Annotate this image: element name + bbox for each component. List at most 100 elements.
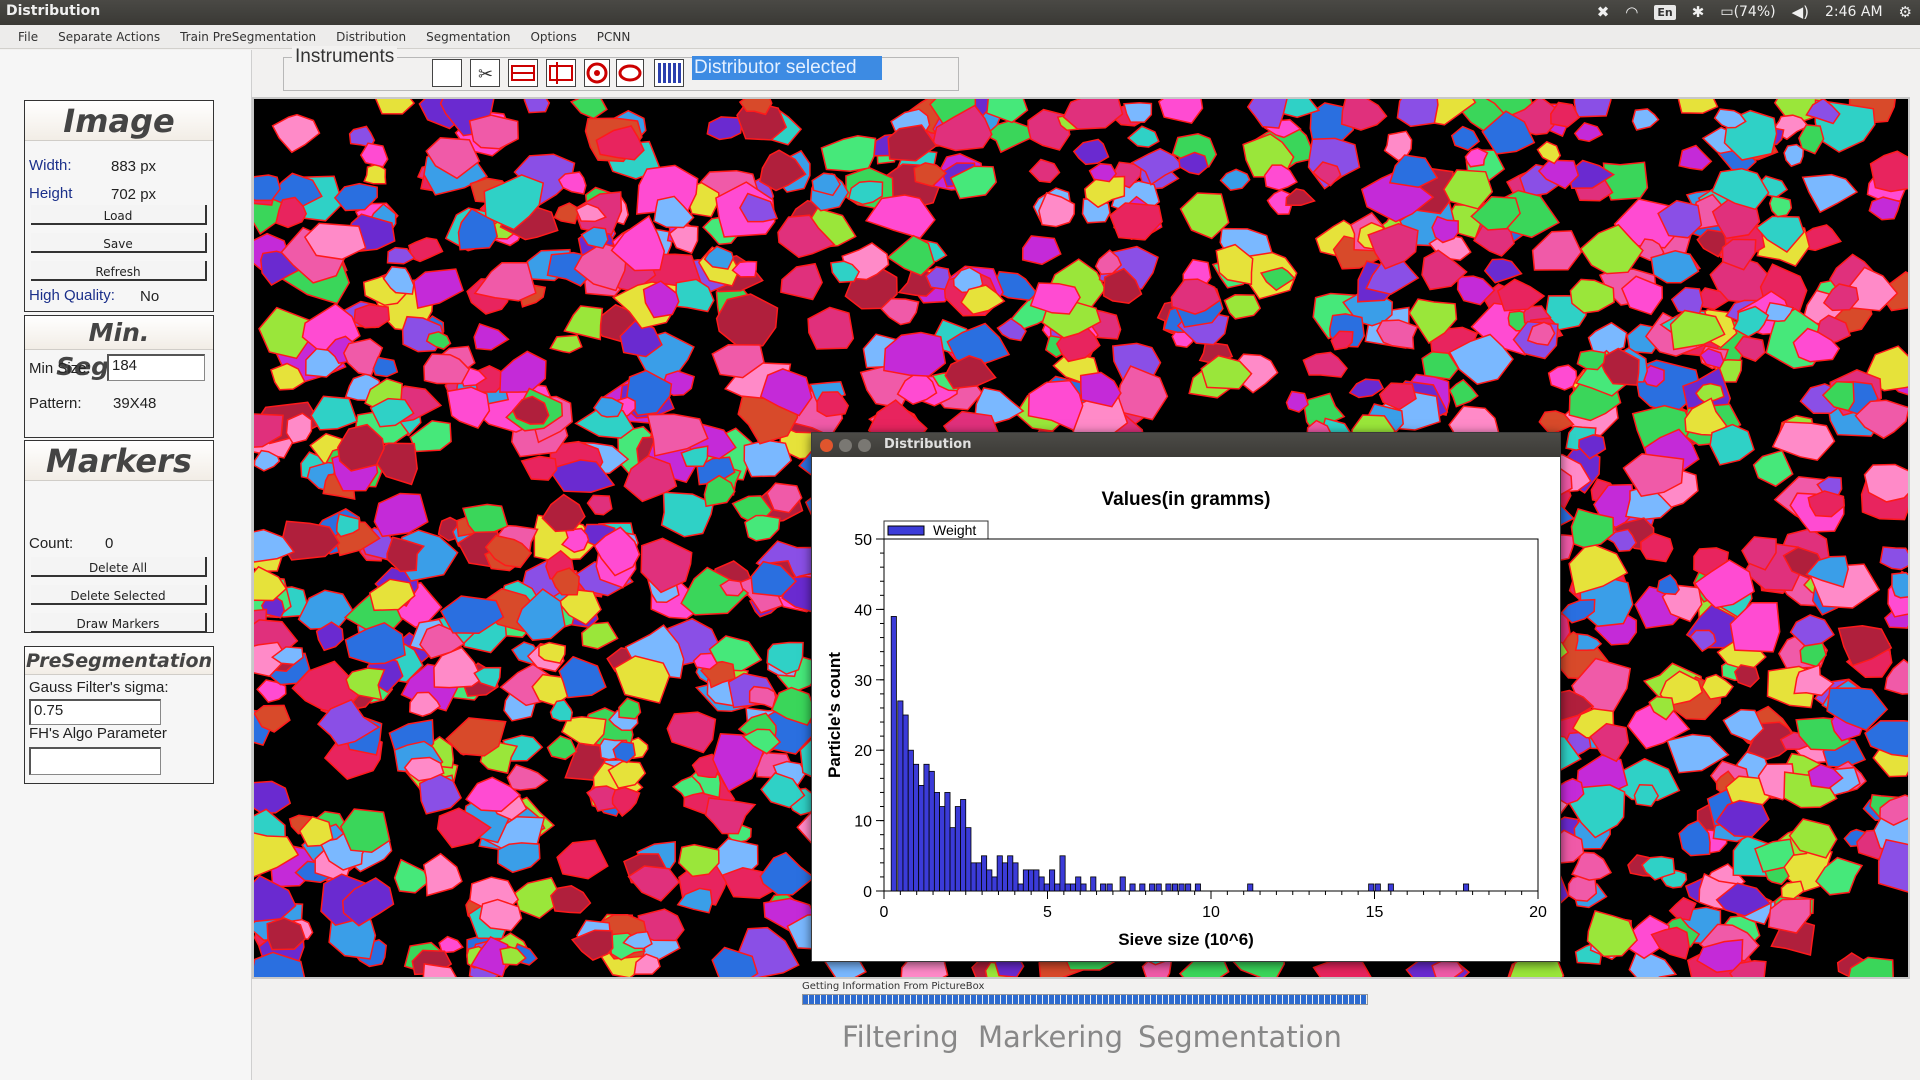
particle-segment [671, 775, 705, 799]
menu-file[interactable]: File [18, 29, 39, 44]
count-value: 0 [105, 535, 114, 552]
particle-segment [1531, 230, 1583, 271]
distributor-tool-icon[interactable] [654, 59, 684, 87]
sigma-input[interactable]: 0.75 [29, 699, 161, 725]
target-tool-icon[interactable] [584, 59, 610, 87]
fh-input[interactable] [29, 747, 161, 775]
particle-segment [1456, 275, 1496, 306]
particle-segment [478, 898, 523, 932]
clock[interactable]: 2:46 AM [1825, 4, 1883, 20]
menu-options[interactable]: Options [530, 29, 577, 44]
particle-segment [1884, 658, 1908, 695]
particle-segment [575, 202, 608, 223]
particle-segment [516, 588, 566, 641]
particle-segment [280, 520, 341, 561]
tab-filtering[interactable]: Filtering [842, 1020, 959, 1054]
bar [991, 876, 998, 892]
minimize-icon[interactable] [839, 439, 852, 452]
particle-segment [633, 953, 661, 975]
bar [1149, 883, 1156, 892]
volume-icon[interactable]: ◀) [1791, 3, 1809, 21]
particle-segment [1123, 102, 1153, 123]
particle-segment [1421, 249, 1468, 291]
bar [960, 799, 967, 892]
menu-segmentation[interactable]: Segmentation [426, 29, 511, 44]
particle-segment [553, 202, 579, 225]
width-label: Width: [29, 157, 72, 174]
particle-segment [1330, 330, 1354, 351]
particle-segment [1763, 301, 1795, 323]
load-button[interactable]: Load [31, 205, 207, 225]
menu-distribution[interactable]: Distribution [336, 29, 407, 44]
particle-segment [1837, 625, 1893, 667]
particle-segment [1579, 223, 1644, 275]
delete-all-button[interactable]: Delete All [31, 557, 207, 577]
measure-tool-icon[interactable] [546, 59, 576, 87]
menu-separate-actions[interactable]: Separate Actions [58, 29, 161, 44]
instruments-group [283, 57, 959, 91]
bluetooth-icon[interactable]: ✱ [1691, 3, 1705, 21]
maximize-icon[interactable] [858, 439, 871, 452]
particle-segment [1547, 364, 1578, 391]
particle-segment [777, 214, 836, 259]
particle-segment [439, 595, 505, 634]
bar [1129, 883, 1136, 892]
ruler-tool-icon[interactable] [508, 59, 538, 87]
particle-segment [1788, 818, 1838, 859]
rectangle-tool-icon[interactable] [432, 59, 462, 87]
particle-segment [1805, 99, 1841, 125]
particle-segment [520, 455, 558, 481]
particle-segment [1868, 196, 1902, 221]
battery-indicator[interactable]: ▭(74%) [1720, 4, 1775, 20]
particle-segment [473, 262, 537, 302]
draw-markers-button[interactable]: Draw Markers [31, 613, 207, 633]
keyboard-language-indicator[interactable]: En [1654, 4, 1676, 20]
close-icon[interactable] [820, 439, 833, 452]
gear-icon[interactable]: ⚙ [1898, 3, 1912, 21]
particle-segment [1650, 926, 1690, 960]
particle-segment [423, 353, 471, 385]
particle-segment [254, 413, 284, 448]
dialog-titlebar[interactable]: Distribution [812, 433, 1560, 457]
particle-segment [254, 174, 282, 202]
particle-segment [446, 386, 491, 430]
dropbox-icon[interactable]: ✖ [1596, 3, 1610, 21]
menu-pcnn[interactable]: PCNN [596, 29, 631, 44]
image-viewport[interactable] [252, 97, 1910, 979]
menu-train-presegmentation[interactable]: Train PreSegmentation [180, 29, 317, 44]
save-button[interactable]: Save [31, 233, 207, 253]
particle-segment [811, 172, 841, 197]
particle-segment [1767, 898, 1812, 934]
min-size-input[interactable]: 184 [107, 354, 205, 381]
particle-segment [551, 567, 580, 596]
high-quality-label: High Quality: [29, 287, 115, 304]
markers-group: Markers Count: 0 Delete All Delete Selec… [24, 440, 214, 633]
particle-segment [422, 852, 463, 897]
particle-segment [738, 99, 773, 116]
tab-segmentation[interactable]: Segmentation [1138, 1020, 1342, 1054]
particle-segment [1754, 838, 1795, 873]
bar [907, 749, 914, 892]
particle-segment [418, 773, 463, 815]
particle-segment [422, 963, 457, 977]
particle-segment [1348, 378, 1385, 399]
high-quality-value[interactable]: No [140, 288, 160, 305]
particle-segment [642, 280, 680, 319]
particle-segment [1450, 125, 1481, 151]
particle-segment [541, 493, 586, 533]
particle-segment [1109, 202, 1163, 241]
wifi-icon[interactable]: ◠ [1625, 3, 1639, 21]
particle-segment [1470, 196, 1521, 231]
bar [1054, 883, 1061, 892]
system-tray: ✖ ◠ En ✱ ▭(74%) ◀) 2:46 AM ⚙ [1597, 3, 1912, 21]
ellipse-tool-icon[interactable] [616, 59, 644, 87]
delete-selected-button[interactable]: Delete Selected [31, 585, 207, 605]
particle-segment [523, 99, 551, 114]
refresh-button[interactable]: Refresh [31, 261, 207, 281]
tab-markering[interactable]: Markering [978, 1020, 1124, 1054]
particle-segment [254, 565, 288, 602]
particle-segment [676, 887, 713, 914]
particle-segment [1807, 490, 1845, 518]
particle-segment [1752, 449, 1794, 488]
scissors-tool-icon[interactable]: ✂ [470, 59, 500, 87]
